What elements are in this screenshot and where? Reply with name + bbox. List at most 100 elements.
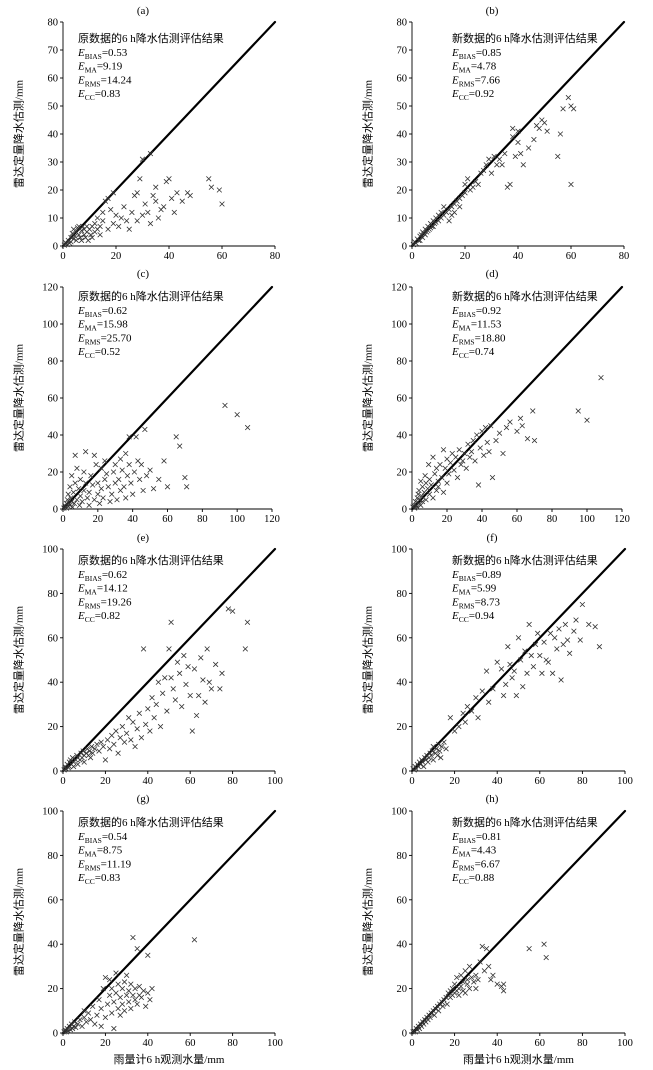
stat-subscript: CC: [459, 615, 469, 624]
data-point: [475, 715, 481, 721]
panel-label: (d): [486, 268, 499, 280]
x-tick-label: 80: [577, 1038, 588, 1049]
data-point: [107, 498, 113, 505]
data-point: [500, 692, 507, 699]
data-point: [206, 679, 212, 685]
x-tick-label: 100: [267, 776, 283, 787]
stat-symbol: E: [451, 47, 459, 59]
data-point: [483, 162, 489, 168]
stat-symbol: E: [451, 61, 459, 73]
data-point: [121, 1008, 128, 1014]
data-point: [430, 223, 436, 230]
data-point: [134, 1001, 140, 1007]
data-point: [415, 237, 422, 244]
x-tick-label: 100: [617, 1038, 633, 1049]
data-point: [64, 241, 70, 248]
data-point: [121, 739, 128, 745]
data-point: [67, 484, 73, 490]
stat-value: =0.92: [469, 88, 494, 100]
y-tick-label: 20: [48, 468, 59, 479]
data-point: [430, 757, 436, 763]
stat-cc: ECC=0.94: [451, 610, 495, 624]
stat-subscript: BIAS: [85, 574, 102, 583]
data-point: [519, 423, 525, 429]
data-point: [433, 487, 440, 494]
x-tick-label: 40: [492, 776, 503, 787]
data-point: [128, 1005, 134, 1012]
data-point: [76, 232, 82, 238]
data-point: [153, 184, 159, 190]
data-point: [481, 968, 488, 974]
data-point: [108, 206, 114, 213]
one-to-one-line: [61, 809, 277, 1035]
data-point: [98, 1023, 104, 1030]
x-tick-label: 40: [513, 251, 524, 262]
data-point: [103, 471, 110, 477]
y-tick-label: 0: [402, 505, 407, 516]
stat-subscript: RMS: [85, 337, 101, 346]
data-point: [225, 606, 232, 612]
data-point: [526, 621, 532, 628]
data-point: [418, 493, 425, 499]
panel-title: 原数据的6 h降水估测评估结果: [78, 553, 224, 567]
stat-symbol: E: [451, 610, 459, 622]
data-points: [410, 94, 577, 248]
data-point: [444, 1001, 450, 1007]
data-point: [429, 748, 435, 754]
data-point: [70, 489, 77, 496]
data-point: [100, 495, 106, 501]
data-point: [149, 985, 155, 992]
data-point: [134, 726, 140, 732]
x-tick-label: 0: [409, 251, 414, 262]
y-tick-label: 60: [48, 633, 59, 644]
data-point: [109, 985, 115, 992]
data-point: [440, 447, 447, 453]
data-point: [138, 994, 145, 1001]
data-point: [86, 502, 92, 508]
data-point: [515, 635, 522, 641]
stat-value: =8.75: [97, 845, 123, 857]
data-point: [170, 686, 176, 692]
y-axis-label: 雷达定量降水估测/mm: [361, 79, 375, 188]
data-point: [128, 480, 134, 486]
data-point: [541, 941, 547, 947]
data-point: [528, 652, 534, 659]
data-point: [206, 176, 212, 182]
data-point: [179, 703, 185, 710]
data-point: [89, 750, 96, 756]
x-tick-label: 20: [449, 1038, 460, 1049]
x-tick-label: 40: [127, 514, 138, 525]
data-point: [111, 999, 117, 1005]
stat-value: =0.52: [95, 346, 120, 358]
data-point: [156, 476, 162, 483]
data-point: [95, 480, 101, 486]
data-point: [467, 454, 473, 460]
stat-value: =0.94: [469, 610, 495, 622]
data-point: [85, 1010, 92, 1016]
stat-symbol: E: [77, 47, 85, 59]
data-point: [151, 715, 157, 721]
stat-subscript: MA: [459, 588, 472, 597]
data-point: [147, 467, 153, 473]
one-to-one-line: [61, 547, 277, 773]
data-point: [176, 670, 183, 677]
data-point: [96, 748, 102, 754]
data-point: [106, 746, 113, 752]
data-point: [91, 497, 98, 503]
data-point: [530, 663, 537, 670]
data-point: [168, 195, 175, 202]
stat-rms: ERMS=7.66: [451, 74, 501, 88]
data-point: [166, 646, 172, 652]
stat-ma: EMA=5.99: [451, 583, 497, 597]
data-point: [491, 153, 497, 160]
data-point: [468, 708, 475, 714]
data-point: [98, 1005, 104, 1012]
data-points: [410, 374, 604, 511]
data-point: [456, 723, 462, 730]
one-to-one-line: [410, 20, 626, 248]
data-point: [440, 1003, 446, 1010]
data-point: [456, 447, 462, 453]
data-point: [570, 106, 577, 112]
panel-title: 新数据的6 h降水估测评估结果: [452, 553, 598, 567]
data-point: [524, 670, 530, 677]
